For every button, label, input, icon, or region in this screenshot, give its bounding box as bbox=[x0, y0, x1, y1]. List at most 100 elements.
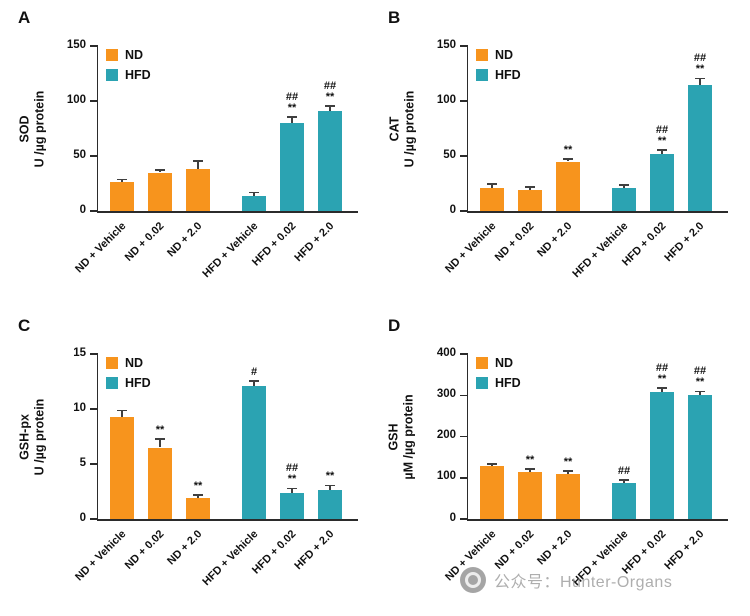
legend-swatch bbox=[476, 377, 488, 389]
legend-item: ND bbox=[106, 356, 151, 370]
bar bbox=[556, 161, 580, 211]
error-bar-line bbox=[121, 411, 123, 417]
legend-label: ND bbox=[495, 356, 514, 370]
plot-area: ND HFD 0 50 100 150 ND + Vehicle ND + 0.02 ** ND… bbox=[437, 39, 728, 280]
y-tick bbox=[460, 210, 468, 212]
plot-area: ND HFD 0 100 200 300 400 ND + Vehicle ** ND + 0.… bbox=[437, 347, 728, 588]
y-tick-label: 0 bbox=[79, 511, 86, 524]
bar bbox=[186, 498, 210, 519]
y-tick-label: 50 bbox=[73, 148, 86, 161]
y-tick bbox=[90, 210, 98, 212]
camera-lens-shape bbox=[465, 572, 481, 588]
error-bar-cap bbox=[657, 149, 667, 151]
legend: ND HFD bbox=[476, 48, 521, 82]
y-tick bbox=[460, 100, 468, 102]
legend-item: HFD bbox=[476, 68, 521, 82]
legend: ND HFD bbox=[106, 48, 151, 82]
panel-B: B CAT U /µg protein ND HFD 0 50 100 150 ND + V… bbox=[380, 2, 748, 302]
legend-item: ND bbox=[106, 48, 151, 62]
error-bar-line bbox=[329, 486, 331, 491]
significance-marker: ## ** bbox=[655, 123, 669, 147]
significance-marker: ** bbox=[325, 470, 335, 482]
error-bar-line bbox=[567, 471, 569, 474]
legend-item: HFD bbox=[106, 68, 151, 82]
error-bar-line bbox=[661, 150, 663, 154]
bar bbox=[280, 123, 304, 211]
legend-item: HFD bbox=[106, 376, 151, 390]
legend-label: HFD bbox=[495, 376, 521, 390]
legend-label: ND bbox=[125, 48, 144, 62]
y-axis-label: GSH µM /µg protein bbox=[387, 394, 417, 479]
significance-marker: ** bbox=[525, 453, 535, 466]
error-bar-line bbox=[121, 180, 123, 183]
bar bbox=[280, 492, 304, 519]
error-bar-cap bbox=[117, 409, 127, 412]
bar bbox=[480, 466, 504, 519]
y-tick-label: 400 bbox=[436, 346, 456, 359]
error-bar-line bbox=[253, 381, 255, 386]
y-tick bbox=[90, 463, 98, 465]
error-bar-cap bbox=[193, 494, 203, 496]
legend-swatch bbox=[106, 49, 118, 61]
y-axis-label-wrap: GSH-px U /µg protein bbox=[14, 354, 50, 519]
y-tick-label: 150 bbox=[66, 38, 86, 51]
legend-item: ND bbox=[476, 48, 521, 62]
error-bar-cap bbox=[117, 178, 127, 181]
error-bar-cap bbox=[525, 468, 535, 470]
bar bbox=[110, 416, 134, 519]
legend-item: ND bbox=[476, 356, 521, 370]
y-tick-label: 15 bbox=[73, 346, 86, 359]
y-axis-line bbox=[466, 46, 468, 211]
y-tick bbox=[460, 45, 468, 47]
y-axis-line bbox=[96, 46, 98, 211]
significance-marker: ## ** bbox=[655, 361, 669, 385]
y-axis-label: GSH-px U /µg protein bbox=[17, 398, 47, 475]
legend-label: ND bbox=[125, 356, 144, 370]
legend-item: HFD bbox=[476, 376, 521, 390]
error-bar-cap bbox=[695, 77, 705, 79]
panel-letter: C bbox=[18, 316, 31, 335]
bar bbox=[612, 482, 636, 519]
y-tick bbox=[90, 408, 98, 410]
bar bbox=[318, 490, 342, 519]
y-tick-label: 0 bbox=[79, 203, 86, 216]
y-tick-label: 300 bbox=[436, 387, 456, 400]
error-bar-cap bbox=[525, 186, 535, 188]
significance-marker: ## ** bbox=[285, 462, 299, 486]
error-bar-cap bbox=[155, 169, 165, 171]
error-bar-cap bbox=[563, 158, 573, 160]
bar bbox=[148, 447, 172, 519]
plot-area: ND HFD 0 50 100 150 ND + Vehicle ND + 0.02 ND +… bbox=[67, 39, 358, 280]
bar bbox=[148, 172, 172, 211]
y-axis-label-line: U /µg protein bbox=[402, 90, 416, 167]
y-axis-label-line: CAT bbox=[387, 116, 401, 141]
y-tick-label: 5 bbox=[79, 456, 86, 469]
legend-label: ND bbox=[495, 48, 514, 62]
error-bar-line bbox=[529, 469, 531, 473]
significance-marker: ## ** bbox=[693, 52, 707, 75]
legend-swatch bbox=[476, 69, 488, 81]
panel-letter: A bbox=[18, 8, 31, 27]
error-bar-line bbox=[159, 170, 161, 173]
watermark-text: 公众号：Hunter-Organs bbox=[494, 574, 673, 591]
panel-D: D GSH µM /µg protein ND HFD 0 100 200 300 400 N… bbox=[380, 310, 748, 610]
error-bar-line bbox=[197, 495, 199, 499]
error-bar-line bbox=[253, 193, 255, 196]
significance-marker: ## ** bbox=[285, 90, 299, 114]
error-bar-line bbox=[699, 79, 701, 85]
y-axis-line bbox=[96, 354, 98, 519]
y-tick bbox=[460, 477, 468, 479]
bar bbox=[242, 195, 266, 211]
bar bbox=[556, 473, 580, 519]
significance-marker: ** bbox=[155, 423, 165, 436]
error-bar-cap bbox=[619, 184, 629, 186]
error-bar-cap bbox=[193, 160, 203, 162]
significance-marker: ## ** bbox=[693, 365, 707, 389]
y-tick-label: 0 bbox=[449, 203, 456, 216]
error-bar-cap bbox=[657, 387, 667, 389]
legend-swatch bbox=[106, 377, 118, 389]
error-bar-cap bbox=[619, 479, 629, 481]
y-axis-label-line: GSH bbox=[387, 422, 402, 451]
error-bar-line bbox=[699, 392, 701, 396]
error-bar-line bbox=[491, 464, 493, 467]
